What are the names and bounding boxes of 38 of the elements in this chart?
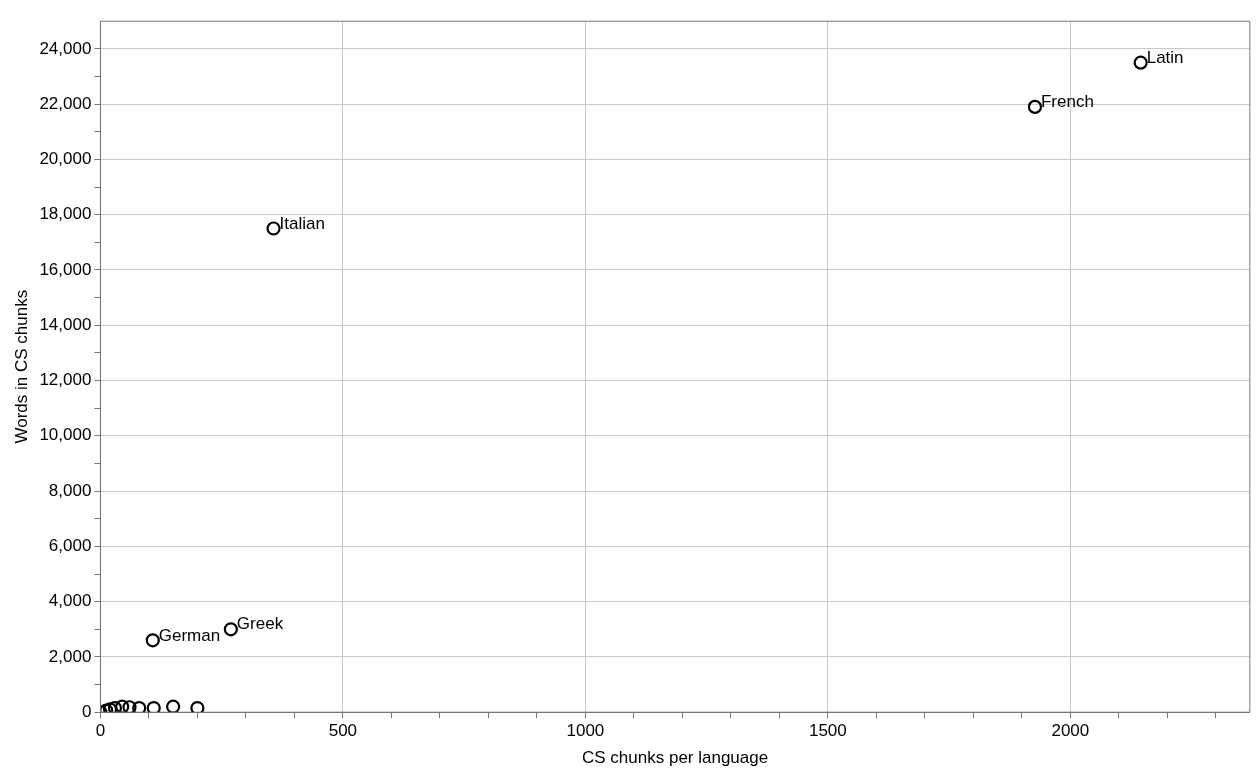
- y-tick-label: 22,000: [39, 93, 92, 113]
- x-tick-label: 1500: [808, 721, 847, 741]
- y-tick-label: 8,000: [48, 480, 92, 500]
- y-tick-label: 14,000: [39, 314, 92, 334]
- point: [266, 221, 281, 236]
- annotation: German: [158, 625, 221, 645]
- x-tick-label: 1000: [566, 721, 605, 741]
- x-tick-label: 2000: [1051, 721, 1090, 741]
- y-tick-label: 20,000: [39, 149, 92, 169]
- x-tick-label: 0: [95, 721, 106, 741]
- y-tick-label: 18,000: [39, 204, 92, 224]
- annotation: Italian: [279, 213, 325, 233]
- x-axis-title: CS chunks per language: [582, 748, 769, 768]
- point: [146, 700, 161, 713]
- y-tick-label: 0: [81, 701, 92, 721]
- point: [166, 699, 181, 713]
- y-tick-label: 16,000: [39, 259, 92, 279]
- annotation: Greek: [236, 614, 284, 634]
- point: [107, 700, 123, 713]
- point: [122, 700, 137, 713]
- y-tick-label: 10,000: [39, 425, 92, 445]
- point: [115, 699, 130, 713]
- y-tick-label: 6,000: [48, 536, 92, 556]
- x-tick-label: 500: [328, 721, 358, 741]
- y-tick-label: 12,000: [39, 370, 92, 390]
- y-tick-label: 24,000: [39, 38, 92, 58]
- y-tick-label: 2,000: [48, 646, 92, 666]
- point: [190, 700, 205, 713]
- y-tick-label: 4,000: [48, 591, 92, 611]
- point: [103, 702, 118, 713]
- point: [1133, 55, 1148, 70]
- point: [223, 622, 238, 637]
- y-axis-title: Words in CS chunks: [11, 289, 31, 444]
- point: [132, 700, 147, 713]
- point: [145, 633, 160, 648]
- point: [1027, 99, 1043, 114]
- annotation: Latin: [1146, 47, 1184, 67]
- annotation: French: [1040, 92, 1094, 112]
